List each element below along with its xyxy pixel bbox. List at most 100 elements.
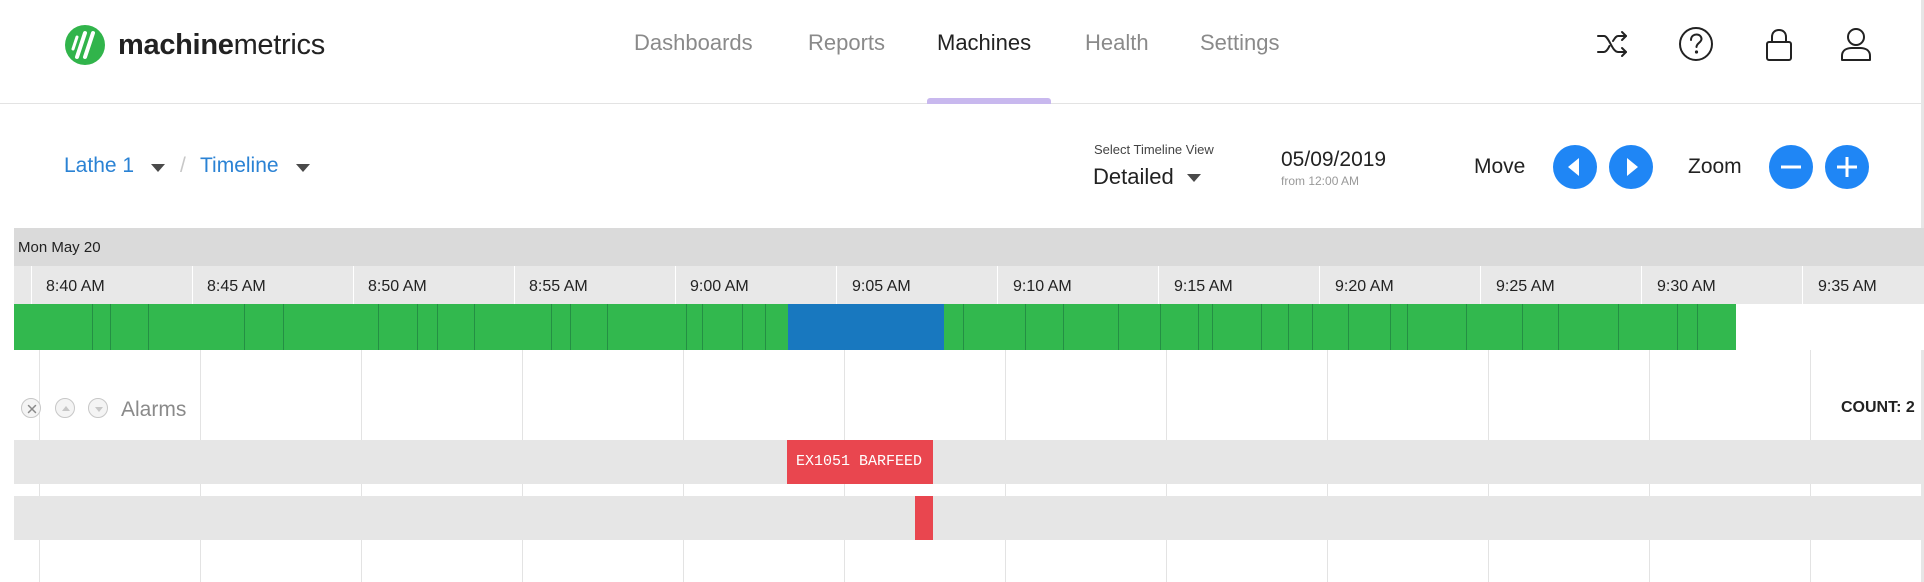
timeline-view-caret-icon[interactable]: [1187, 174, 1201, 182]
zoom-in-button[interactable]: [1825, 145, 1869, 189]
cycle-divider: [110, 304, 111, 350]
cycle-divider: [607, 304, 608, 350]
cycle-divider: [1466, 304, 1467, 350]
cycle-divider: [148, 304, 149, 350]
alarms-title: Alarms: [121, 398, 187, 421]
view-dropdown-caret-icon[interactable]: [296, 164, 310, 172]
cycle-divider: [244, 304, 245, 350]
tick-label: 9:05 AM: [852, 278, 911, 295]
tick-divider: [1158, 266, 1159, 304]
machine-dropdown-caret-icon[interactable]: [151, 164, 165, 172]
triangle-left-icon: [1568, 158, 1579, 176]
cycle-divider: [437, 304, 438, 350]
cycle-divider: [1261, 304, 1262, 350]
help-icon[interactable]: [1676, 24, 1716, 64]
cycle-divider: [1697, 304, 1698, 350]
cycle-divider: [1522, 304, 1523, 350]
cycle-divider: [570, 304, 571, 350]
cycle-divider: [1312, 304, 1313, 350]
cycle-divider: [1348, 304, 1349, 350]
close-alarms-button[interactable]: [21, 398, 41, 418]
tick-label: 9:35 AM: [1818, 278, 1877, 295]
setup-segment[interactable]: [788, 304, 944, 350]
nav-dashboards[interactable]: Dashboards: [634, 30, 753, 55]
shuffle-icon[interactable]: [1593, 24, 1633, 64]
cycle-divider: [963, 304, 964, 350]
triangle-right-icon: [1627, 158, 1638, 176]
cycle-divider: [1118, 304, 1119, 350]
tick-label: 9:15 AM: [1174, 278, 1233, 295]
user-icon[interactable]: [1836, 24, 1876, 64]
cycle-divider: [1677, 304, 1678, 350]
cycle-divider: [1288, 304, 1289, 350]
cycle-divider: [765, 304, 766, 350]
tick-label: 9:00 AM: [690, 278, 749, 295]
cycle-divider: [551, 304, 552, 350]
day-label: Mon May 20: [18, 239, 101, 256]
tick-label: 8:45 AM: [207, 278, 266, 295]
nav-reports[interactable]: Reports: [808, 30, 886, 55]
tick-label: 9:30 AM: [1657, 278, 1716, 295]
nav-health[interactable]: Health: [1085, 30, 1149, 55]
cycle-divider: [1160, 304, 1161, 350]
tick-divider: [1641, 266, 1642, 304]
cycle-divider: [1025, 304, 1026, 350]
minus-icon: [1781, 165, 1801, 169]
cycle-divider: [92, 304, 93, 350]
move-forward-button[interactable]: [1609, 145, 1653, 189]
logo-mark-icon: [65, 25, 105, 65]
tick-divider: [836, 266, 837, 304]
cycle-divider: [283, 304, 284, 350]
alarm-event[interactable]: EX1051 BARFEED: [787, 440, 933, 484]
alarm-row: [14, 496, 1921, 540]
alarm-event[interactable]: [915, 496, 933, 540]
cycle-divider: [1558, 304, 1559, 350]
machinemetrics-logo[interactable]: machinemetrics: [64, 24, 325, 66]
cycle-divider: [1407, 304, 1408, 350]
move-back-button[interactable]: [1553, 145, 1597, 189]
timeline-hour-row: 8:40 AM 8:45 AM 8:50 AM 8:55 AM 9:00 AM 9:05 …: [14, 266, 1924, 304]
move-up-button[interactable]: [55, 398, 75, 418]
lock-icon[interactable]: [1759, 24, 1799, 64]
date-from: from 12:00 AM: [1281, 174, 1360, 188]
cycle-divider: [1063, 304, 1064, 350]
tick-label: 9:10 AM: [1013, 278, 1072, 295]
plus-icon: [1837, 157, 1857, 177]
breadcrumb-separator: /: [180, 154, 186, 177]
tick-divider: [192, 266, 193, 304]
tick-label: 9:25 AM: [1496, 278, 1555, 295]
tick-divider: [675, 266, 676, 304]
cycle-divider: [702, 304, 703, 350]
nav-machines[interactable]: Machines: [937, 30, 1032, 55]
tick-label: 8:50 AM: [368, 278, 427, 295]
alarm-event-label: EX1051 BARFEED: [796, 453, 923, 470]
zoom-label: Zoom: [1688, 155, 1742, 178]
alarm-row: EX1051 BARFEED: [14, 440, 1921, 484]
breadcrumb-view[interactable]: Timeline: [200, 154, 279, 177]
running-segment[interactable]: [944, 304, 1736, 350]
tick-label: 8:40 AM: [46, 278, 105, 295]
cycle-divider: [378, 304, 379, 350]
zoom-out-button[interactable]: [1769, 145, 1813, 189]
cycle-divider: [1198, 304, 1199, 350]
triangle-down-icon: [95, 407, 103, 412]
close-icon: [27, 404, 37, 414]
nav-settings[interactable]: Settings: [1200, 30, 1280, 55]
running-segment[interactable]: [14, 304, 788, 350]
active-nav-indicator: [927, 98, 1051, 104]
tick-divider: [1480, 266, 1481, 304]
tick-divider: [1802, 266, 1803, 304]
move-down-button[interactable]: [88, 398, 108, 418]
timeline-view-select[interactable]: Detailed: [1093, 164, 1174, 189]
top-navigation-bar: machinemetrics Dashboards Reports Machin…: [0, 0, 1924, 104]
tick-divider: [997, 266, 998, 304]
machine-status-bar[interactable]: [14, 304, 1924, 350]
breadcrumb-machine[interactable]: Lathe 1: [64, 154, 135, 177]
cycle-divider: [1618, 304, 1619, 350]
date-value[interactable]: 05/09/2019: [1281, 148, 1387, 171]
cycle-divider: [1212, 304, 1213, 350]
tick-divider: [353, 266, 354, 304]
tick-divider: [514, 266, 515, 304]
triangle-up-icon: [62, 406, 70, 411]
cycle-divider: [417, 304, 418, 350]
